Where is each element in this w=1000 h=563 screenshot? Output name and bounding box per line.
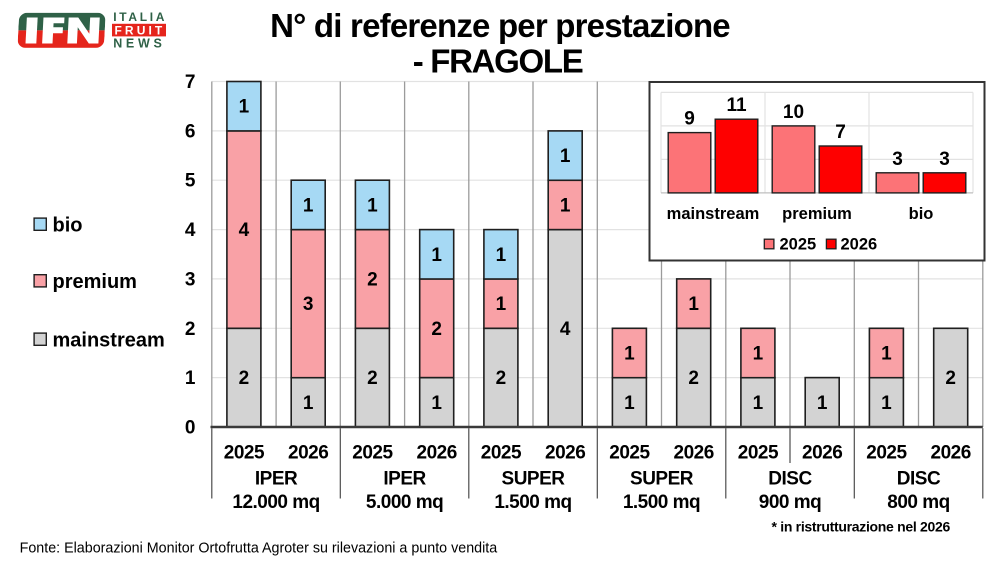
svg-text:1.500 mq: 1.500 mq (623, 492, 700, 513)
svg-text:2026: 2026 (674, 442, 714, 463)
svg-text:premium: premium (782, 205, 852, 223)
svg-text:2026: 2026 (931, 442, 971, 463)
svg-text:1: 1 (303, 195, 314, 216)
svg-text:SUPER: SUPER (630, 469, 694, 490)
svg-text:2026: 2026 (417, 442, 457, 463)
svg-text:1: 1 (560, 195, 571, 216)
svg-text:1: 1 (753, 344, 764, 365)
svg-text:10: 10 (783, 102, 804, 123)
svg-text:900 mq: 900 mq (759, 492, 821, 513)
svg-text:2: 2 (239, 368, 250, 389)
svg-text:1: 1 (431, 245, 442, 266)
svg-text:1: 1 (185, 368, 196, 389)
svg-text:N° di referenze per prestazion: N° di referenze per prestazione (270, 7, 730, 44)
svg-text:2025: 2025 (609, 442, 650, 463)
svg-text:2026: 2026 (841, 236, 878, 254)
svg-text:1: 1 (624, 344, 635, 365)
svg-text:0: 0 (185, 418, 196, 439)
svg-text:1: 1 (881, 393, 892, 414)
svg-text:2026: 2026 (802, 442, 842, 463)
svg-text:1: 1 (624, 393, 635, 414)
svg-text:2025: 2025 (738, 442, 779, 463)
svg-text:FRUIT: FRUIT (115, 23, 166, 37)
svg-text:2: 2 (431, 319, 442, 340)
svg-text:2: 2 (185, 319, 196, 340)
svg-text:bio: bio (53, 215, 83, 237)
svg-text:4: 4 (185, 220, 196, 241)
svg-text:2: 2 (688, 368, 699, 389)
svg-text:1: 1 (817, 393, 828, 414)
svg-text:1: 1 (881, 344, 892, 365)
svg-text:SUPER: SUPER (502, 469, 566, 490)
svg-text:2: 2 (367, 368, 378, 389)
svg-text:DISC: DISC (768, 469, 812, 490)
svg-text:DISC: DISC (897, 469, 941, 490)
svg-text:2025: 2025 (352, 442, 393, 463)
svg-text:2025: 2025 (481, 442, 522, 463)
svg-text:3: 3 (303, 294, 314, 315)
svg-text:- FRAGOLE: - FRAGOLE (413, 42, 583, 79)
svg-text:1: 1 (496, 245, 507, 266)
svg-text:2: 2 (496, 368, 507, 389)
svg-text:1: 1 (560, 146, 571, 167)
svg-text:1: 1 (431, 393, 442, 414)
svg-text:3: 3 (892, 149, 903, 170)
svg-text:5: 5 (185, 171, 196, 192)
svg-text:1: 1 (688, 294, 699, 315)
svg-text:1.500 mq: 1.500 mq (494, 492, 571, 513)
svg-text:12.000 mq: 12.000 mq (232, 492, 319, 513)
svg-text:mainstream: mainstream (53, 330, 165, 352)
svg-text:mainstream: mainstream (667, 205, 760, 223)
svg-text:1: 1 (303, 393, 314, 414)
svg-text:6: 6 (185, 121, 196, 142)
svg-text:2: 2 (367, 269, 378, 290)
svg-text:1: 1 (239, 97, 250, 118)
svg-text:9: 9 (684, 109, 695, 130)
svg-text:IPER: IPER (383, 469, 426, 490)
svg-text:4: 4 (239, 220, 250, 241)
svg-text:7: 7 (835, 122, 846, 143)
svg-text:1: 1 (496, 294, 507, 315)
svg-text:1: 1 (753, 393, 764, 414)
svg-text:Fonte: Elaborazioni Monitor Or: Fonte: Elaborazioni Monitor Ortofrutta A… (20, 541, 498, 557)
svg-text:2026: 2026 (288, 442, 328, 463)
svg-text:2026: 2026 (545, 442, 585, 463)
svg-text:IPER: IPER (255, 469, 298, 490)
svg-text:2: 2 (945, 368, 956, 389)
svg-text:11: 11 (726, 95, 747, 116)
svg-text:800 mq: 800 mq (887, 492, 949, 513)
svg-text:2025: 2025 (224, 442, 265, 463)
svg-text:2025: 2025 (780, 236, 817, 254)
svg-text:bio: bio (909, 205, 934, 223)
svg-text:* in ristrutturazione nel 2026: * in ristrutturazione nel 2026 (772, 518, 951, 534)
svg-text:1: 1 (367, 195, 378, 216)
svg-text:3: 3 (939, 149, 950, 170)
svg-text:2025: 2025 (866, 442, 907, 463)
svg-text:3: 3 (185, 269, 196, 290)
svg-text:premium: premium (53, 271, 137, 293)
svg-text:ITALIA: ITALIA (113, 10, 167, 24)
svg-text:4: 4 (560, 319, 571, 340)
svg-text:7: 7 (185, 72, 196, 93)
svg-text:5.000 mq: 5.000 mq (366, 492, 443, 513)
svg-text:NEWS: NEWS (113, 37, 165, 51)
